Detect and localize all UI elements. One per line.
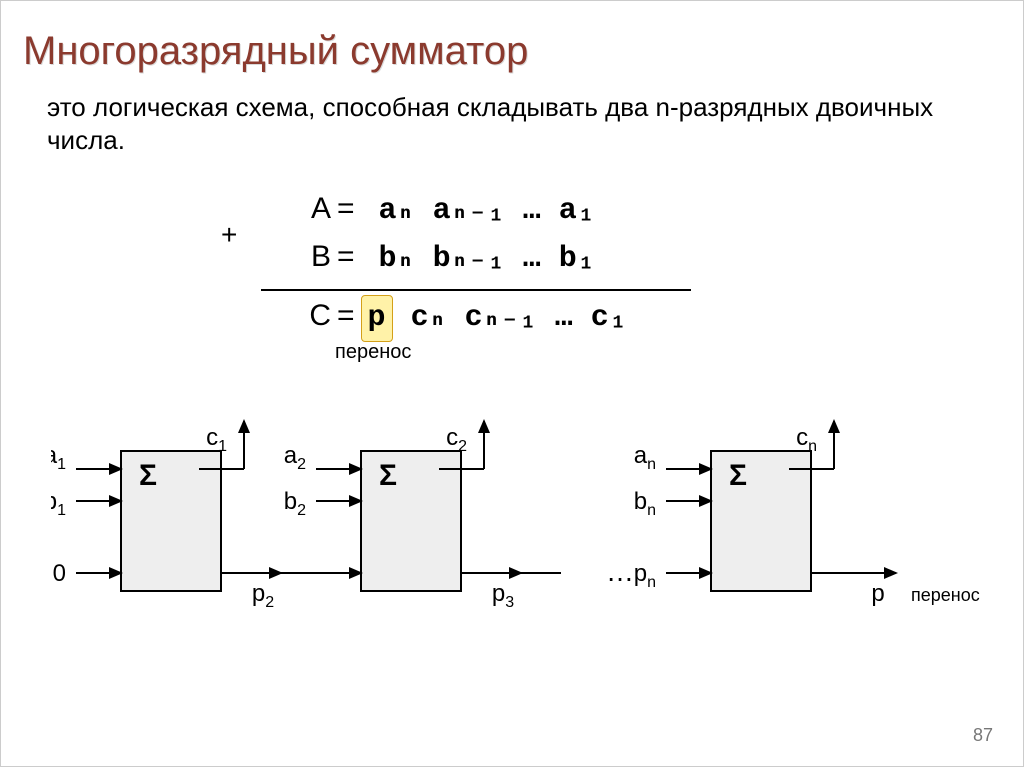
formula-c-lhs: C [251,293,331,338]
page-number: 87 [973,725,993,746]
svg-text:cn: cn [796,424,817,455]
svg-text:Σ: Σ [729,459,747,492]
formula-row-c: C=p cₙ cₙ₋₁ … c₁ [251,293,627,342]
formula-b-bits: bₙ bₙ₋₁ … b₁ [379,242,595,276]
carry-p-box: p [361,295,393,342]
slide: Многоразрядный сумматор это логическая с… [0,0,1024,767]
svg-text:a2: a2 [284,442,306,473]
equals-sign: = [331,192,361,225]
formula-hline [261,289,691,291]
slide-title: Многоразрядный сумматор [23,29,528,74]
plus-sign: + [221,219,237,251]
slide-subtitle: это логическая схема, способная складыва… [47,91,947,156]
svg-text:p2: p2 [252,580,274,611]
svg-text:pn: pn [634,560,656,591]
formula-a-bits: aₙ aₙ₋₁ … a₁ [379,194,595,228]
diagram-svg: Σa1 b1 0 c1 p2 Σa2 b2 c2 p3 Σan bn pn cn p перенос [51,401,981,661]
formula-c-bits: cₙ cₙ₋₁ … c₁ [411,301,627,335]
formula-a-lhs: A [251,186,331,231]
svg-text:p3: p3 [492,580,514,611]
svg-text:p: p [871,580,884,607]
equals-sign: = [331,240,361,273]
svg-text:b2: b2 [284,488,306,519]
svg-text:перенос: перенос [911,585,980,605]
svg-text:an: an [634,442,656,473]
formula-row-b: B= bₙ bₙ₋₁ … b₁ [251,234,595,282]
formula-b-lhs: B [251,234,331,279]
svg-text:a1: a1 [51,442,66,473]
formula-result: C=p cₙ cₙ₋₁ … c₁ [251,293,627,342]
formula-row-a: A= aₙ aₙ₋₁ … a₁ [251,186,595,234]
svg-text:Σ: Σ [379,459,397,492]
equals-sign: = [331,299,361,332]
carry-label: перенос [335,341,411,364]
svg-text:Σ: Σ [139,459,157,492]
adder-diagram: Σa1 b1 0 c1 p2 Σa2 b2 c2 p3 Σan bn pn cn p перенос … [51,401,981,661]
svg-text:b1: b1 [51,488,66,519]
svg-text:bn: bn [634,488,656,519]
blocks-ellipsis: … [606,556,634,588]
svg-text:c2: c2 [446,424,467,455]
formula-block: A= aₙ aₙ₋₁ … a₁ B= bₙ bₙ₋₁ … b₁ [251,186,595,282]
svg-text:c1: c1 [206,424,227,455]
svg-text:0: 0 [53,560,66,587]
